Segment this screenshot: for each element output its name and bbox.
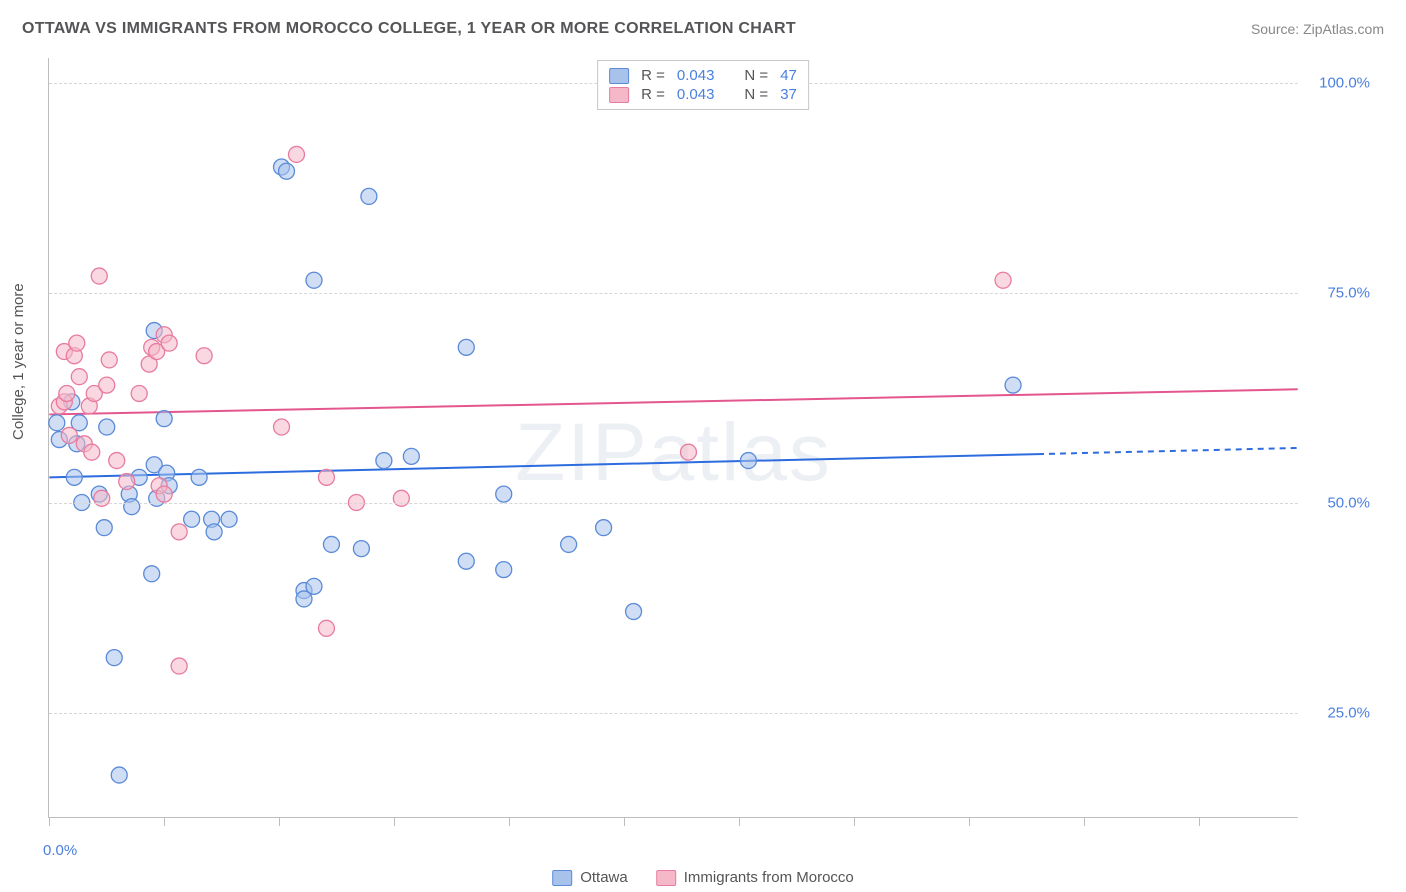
data-point-morocco xyxy=(161,335,177,351)
data-point-morocco xyxy=(69,335,85,351)
gridline xyxy=(49,503,1298,504)
x-tick xyxy=(1199,817,1200,826)
x-tick xyxy=(624,817,625,826)
data-point-ottawa xyxy=(184,511,200,527)
data-point-ottawa xyxy=(626,604,642,620)
data-point-morocco xyxy=(274,419,290,435)
data-point-ottawa xyxy=(496,562,512,578)
data-point-ottawa xyxy=(403,448,419,464)
data-point-ottawa xyxy=(206,524,222,540)
data-point-morocco xyxy=(171,658,187,674)
x-tick xyxy=(969,817,970,826)
data-point-morocco xyxy=(59,385,75,401)
x-tick xyxy=(49,817,50,826)
legend-correlation: R = 0.043 N = 47 R = 0.043 N = 37 xyxy=(597,60,809,110)
y-tick-label: 50.0% xyxy=(1327,495,1370,512)
data-point-ottawa xyxy=(306,272,322,288)
legend-item-ottawa: Ottawa xyxy=(552,869,628,886)
gridline xyxy=(49,713,1298,714)
x-tick xyxy=(164,817,165,826)
data-point-morocco xyxy=(680,444,696,460)
data-point-ottawa xyxy=(561,536,577,552)
data-point-morocco xyxy=(156,486,172,502)
regression-line-dashed-ottawa xyxy=(1038,448,1298,454)
r-value-morocco: 0.043 xyxy=(677,86,715,103)
y-tick-label: 75.0% xyxy=(1327,285,1370,302)
data-point-ottawa xyxy=(740,453,756,469)
x-tick xyxy=(854,817,855,826)
data-point-ottawa xyxy=(306,578,322,594)
legend-series: Ottawa Immigrants from Morocco xyxy=(552,869,854,886)
data-point-ottawa xyxy=(323,536,339,552)
data-point-ottawa xyxy=(458,553,474,569)
data-point-ottawa xyxy=(191,469,207,485)
data-point-ottawa xyxy=(361,188,377,204)
x-tick xyxy=(394,817,395,826)
y-tick-label: 100.0% xyxy=(1319,75,1370,92)
x-tick xyxy=(1084,817,1085,826)
swatch-morocco-icon xyxy=(609,87,629,103)
n-label: N = xyxy=(744,86,768,103)
legend-row-ottawa: R = 0.043 N = 47 xyxy=(609,66,797,85)
x-tick xyxy=(279,817,280,826)
data-point-morocco xyxy=(61,427,77,443)
data-point-ottawa xyxy=(221,511,237,527)
data-point-morocco xyxy=(196,348,212,364)
data-point-ottawa xyxy=(106,650,122,666)
data-point-morocco xyxy=(289,146,305,162)
chart-header: OTTAWA VS IMMIGRANTS FROM MOROCCO COLLEG… xyxy=(22,20,1384,38)
swatch-ottawa-icon xyxy=(552,870,572,886)
data-point-ottawa xyxy=(124,499,140,515)
data-point-ottawa xyxy=(49,415,65,431)
legend-label-ottawa: Ottawa xyxy=(580,869,628,886)
data-point-ottawa xyxy=(99,419,115,435)
plot-area: ZIPatlas 25.0%50.0%75.0%100.0%0.0% xyxy=(48,58,1298,818)
x-tick-label: 0.0% xyxy=(43,842,77,859)
x-tick xyxy=(739,817,740,826)
source-label: Source: ZipAtlas.com xyxy=(1251,21,1384,37)
data-point-morocco xyxy=(71,369,87,385)
legend-label-morocco: Immigrants from Morocco xyxy=(684,869,854,886)
data-point-morocco xyxy=(91,268,107,284)
data-point-ottawa xyxy=(458,339,474,355)
scatter-svg xyxy=(49,58,1298,817)
x-tick xyxy=(509,817,510,826)
data-point-morocco xyxy=(318,620,334,636)
swatch-morocco-icon xyxy=(656,870,676,886)
data-point-morocco xyxy=(171,524,187,540)
data-point-morocco xyxy=(318,469,334,485)
data-point-morocco xyxy=(119,474,135,490)
data-point-ottawa xyxy=(66,469,82,485)
data-point-ottawa xyxy=(144,566,160,582)
legend-item-morocco: Immigrants from Morocco xyxy=(656,869,854,886)
r-label: R = xyxy=(641,86,665,103)
data-point-morocco xyxy=(131,385,147,401)
n-value-morocco: 37 xyxy=(780,86,797,103)
r-value-ottawa: 0.043 xyxy=(677,67,715,84)
data-point-morocco xyxy=(995,272,1011,288)
y-axis-title: College, 1 year or more xyxy=(10,283,27,440)
swatch-ottawa-icon xyxy=(609,68,629,84)
r-label: R = xyxy=(641,67,665,84)
data-point-ottawa xyxy=(96,520,112,536)
data-point-ottawa xyxy=(1005,377,1021,393)
data-point-ottawa xyxy=(111,767,127,783)
data-point-ottawa xyxy=(496,486,512,502)
n-value-ottawa: 47 xyxy=(780,67,797,84)
data-point-ottawa xyxy=(596,520,612,536)
y-tick-label: 25.0% xyxy=(1327,705,1370,722)
data-point-ottawa xyxy=(353,541,369,557)
chart-title: OTTAWA VS IMMIGRANTS FROM MOROCCO COLLEG… xyxy=(22,20,796,38)
regression-line-morocco xyxy=(49,389,1297,414)
data-point-morocco xyxy=(101,352,117,368)
data-point-ottawa xyxy=(156,411,172,427)
data-point-ottawa xyxy=(279,163,295,179)
n-label: N = xyxy=(744,67,768,84)
data-point-morocco xyxy=(109,453,125,469)
legend-row-morocco: R = 0.043 N = 37 xyxy=(609,85,797,104)
data-point-ottawa xyxy=(376,453,392,469)
data-point-morocco xyxy=(99,377,115,393)
data-point-morocco xyxy=(84,444,100,460)
gridline xyxy=(49,293,1298,294)
